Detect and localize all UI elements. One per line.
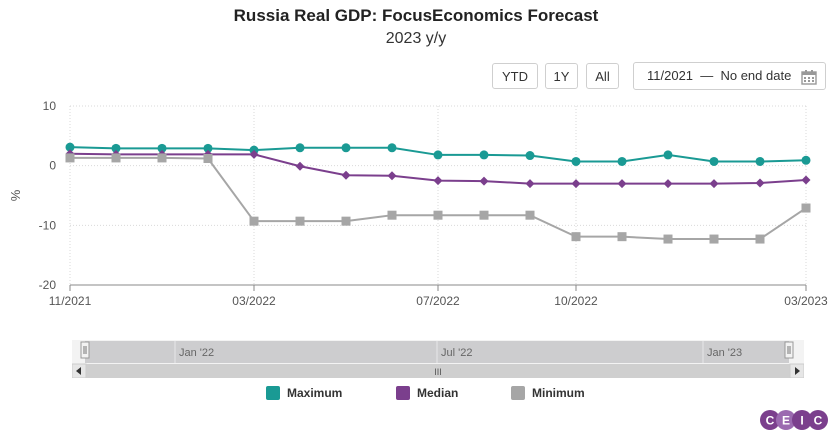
data-point bbox=[387, 210, 397, 220]
data-point bbox=[203, 154, 213, 164]
chart-legend: Maximum Median Minimum bbox=[0, 386, 832, 402]
data-point bbox=[111, 153, 121, 163]
data-point bbox=[709, 156, 719, 166]
logo-letter: I bbox=[800, 414, 803, 428]
data-point bbox=[387, 143, 397, 153]
navigator-label: Jan '23 bbox=[707, 347, 742, 359]
x-tick-label: 10/2022 bbox=[554, 294, 598, 308]
data-point bbox=[479, 176, 489, 186]
data-point bbox=[801, 155, 811, 165]
y-tick-label: 0 bbox=[49, 159, 56, 173]
logo-letter: C bbox=[766, 414, 775, 428]
one-year-button[interactable]: 1Y bbox=[545, 63, 578, 89]
data-point bbox=[295, 216, 305, 226]
data-point bbox=[65, 153, 75, 163]
data-point bbox=[157, 143, 167, 153]
data-point bbox=[571, 232, 581, 242]
data-point bbox=[663, 179, 673, 189]
logo-circle bbox=[792, 410, 812, 430]
data-point bbox=[295, 143, 305, 153]
x-tick-label: 03/2023 bbox=[784, 294, 828, 308]
data-point bbox=[295, 161, 305, 171]
data-point bbox=[111, 143, 121, 153]
line-chart: 10 0 -10 -20 11/2021 03/2022 07/2022 10/2022 03/… bbox=[8, 99, 828, 308]
data-point bbox=[525, 151, 535, 161]
ytd-button[interactable]: YTD bbox=[492, 63, 538, 89]
data-point bbox=[525, 179, 535, 189]
data-point bbox=[341, 143, 351, 153]
all-button[interactable]: All bbox=[586, 63, 619, 89]
data-point bbox=[65, 142, 75, 152]
data-point bbox=[617, 156, 627, 166]
navigator-scrollbar[interactable]: III bbox=[71, 363, 805, 379]
data-point bbox=[479, 150, 489, 160]
logo-circle bbox=[808, 410, 828, 430]
legend-swatch bbox=[266, 386, 280, 400]
legend-label: Minimum bbox=[532, 386, 585, 400]
navigator-handle-left[interactable] bbox=[80, 341, 90, 359]
data-point bbox=[801, 203, 811, 213]
legend-swatch bbox=[396, 386, 410, 400]
data-point bbox=[663, 150, 673, 160]
data-point bbox=[433, 150, 443, 160]
navigator-label: Jan '22 bbox=[179, 347, 214, 359]
data-point bbox=[249, 149, 259, 159]
data-point bbox=[571, 179, 581, 189]
chart-subtitle: 2023 y/y bbox=[385, 30, 447, 47]
legend-item-minimum[interactable]: Minimum bbox=[511, 386, 585, 400]
data-point bbox=[249, 216, 259, 226]
data-point bbox=[755, 234, 765, 244]
y-tick-label: -10 bbox=[39, 218, 57, 232]
chart-title: Russia Real GDP: FocusEconomics Forecast bbox=[233, 6, 599, 25]
date-range-label: 11/2021 — No end date bbox=[647, 68, 792, 83]
navigator-label: Jul '22 bbox=[441, 347, 472, 359]
data-point bbox=[617, 179, 627, 189]
arrow-left-icon[interactable] bbox=[71, 363, 87, 379]
x-tick-label: 03/2022 bbox=[232, 294, 276, 308]
data-point bbox=[479, 210, 489, 220]
y-tick-label: 10 bbox=[43, 99, 57, 113]
data-point bbox=[387, 171, 397, 181]
calendar-icon[interactable] bbox=[801, 68, 817, 94]
data-point bbox=[341, 216, 351, 226]
arrow-right-icon[interactable] bbox=[789, 363, 805, 379]
data-point bbox=[203, 143, 213, 153]
data-point bbox=[801, 175, 811, 185]
y-tick-label: -20 bbox=[39, 278, 57, 292]
data-point bbox=[433, 210, 443, 220]
legend-swatch bbox=[511, 386, 525, 400]
legend-label: Maximum bbox=[287, 386, 343, 400]
chart-navigator[interactable]: Jan '22 Jul '22 Jan '23 III bbox=[71, 340, 805, 379]
data-point bbox=[617, 232, 627, 242]
scrollbar-grip: III bbox=[434, 367, 442, 377]
logo-letter: C bbox=[814, 414, 823, 428]
x-tick-label: 11/2021 bbox=[49, 294, 92, 308]
data-point bbox=[709, 179, 719, 189]
legend-label: Median bbox=[417, 386, 459, 400]
data-point bbox=[433, 176, 443, 186]
data-point bbox=[755, 156, 765, 166]
date-range-picker[interactable]: 11/2021 — No end date bbox=[633, 62, 826, 90]
logo-letter: E bbox=[782, 414, 790, 428]
navigator-handle-right[interactable] bbox=[784, 341, 794, 359]
data-point bbox=[755, 178, 765, 188]
legend-item-median[interactable]: Median bbox=[396, 386, 458, 400]
x-tick-label: 07/2022 bbox=[416, 294, 460, 308]
data-point bbox=[663, 234, 673, 244]
data-point bbox=[525, 210, 535, 220]
data-point bbox=[571, 156, 581, 166]
data-point bbox=[157, 153, 167, 163]
logo-circle bbox=[776, 410, 796, 430]
data-point bbox=[709, 234, 719, 244]
logo-circle bbox=[760, 410, 780, 430]
y-axis-label: % bbox=[8, 189, 23, 201]
legend-item-maximum[interactable]: Maximum bbox=[266, 386, 342, 400]
data-point bbox=[341, 170, 351, 180]
